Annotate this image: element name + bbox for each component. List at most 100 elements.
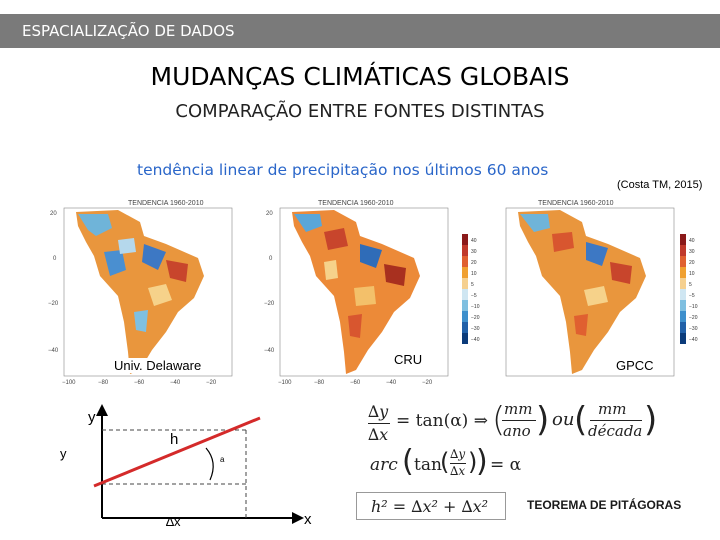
colorbar-swatch — [680, 322, 686, 333]
map-heading: TENDENCIA 1960-2010 — [318, 200, 394, 207]
lon-tick: −60 — [134, 380, 145, 386]
colorbar-swatch — [462, 300, 468, 311]
colorbar-swatch — [462, 278, 468, 289]
precip-trend-map-gpcc: TENDENCIA 1960-2010 40 30 20 10 5 −5 −10 −20 −30… — [500, 192, 700, 388]
colorbar-tick-label: 40 — [689, 238, 695, 244]
unit1-den: ano — [503, 422, 531, 440]
lon-tick: −100 — [62, 380, 76, 386]
colorbar-tick-label: 40 — [471, 238, 477, 244]
lon-tick: −40 — [386, 380, 397, 386]
colorbar-tick-label: −20 — [689, 315, 698, 321]
colorbar-swatch — [680, 289, 686, 300]
arc-den: ∆x — [450, 464, 466, 478]
arc-rhs: = α — [490, 455, 522, 475]
colorbar-tick-label: −5 — [471, 293, 477, 299]
figure-caption: tendência linear de precipitação nos últ… — [137, 161, 549, 179]
slope-rhs: = tan(α) ⇒ — [396, 411, 488, 431]
slope-angle-graph: y x h ∆y ∆x a — [52, 400, 330, 540]
lat-tick: −20 — [48, 301, 59, 307]
colorbar-tick-label: −10 — [689, 304, 698, 310]
arc-num: ∆y — [450, 447, 466, 461]
hypotenuse-label: h — [170, 431, 178, 448]
slide-title: MUDANÇAS CLIMÁTICAS GLOBAIS — [150, 62, 570, 91]
lat-tick: 20 — [266, 211, 273, 217]
colorbar-tick-label: 5 — [689, 282, 692, 288]
colorbar-swatch — [462, 333, 468, 344]
angle-arc — [205, 447, 214, 481]
colorbar-swatch — [462, 256, 468, 267]
colorbar-tick-label: −30 — [471, 326, 480, 332]
lon-tick: −20 — [206, 380, 217, 386]
graph-svg: y x h ∆y ∆x a — [52, 404, 312, 529]
colorbar-tick-label: 30 — [689, 249, 695, 255]
colorbar-swatch — [680, 256, 686, 267]
map-label-delaware: Univ. Delaware — [112, 358, 204, 373]
dx-label: ∆x — [166, 514, 181, 529]
arc-prefix: arc — [370, 455, 398, 475]
unit2-den: década — [588, 422, 643, 440]
colorbar-tick-label: 10 — [471, 271, 477, 277]
colorbar-swatch — [462, 234, 468, 245]
colorbar-tick-label: 5 — [471, 282, 474, 288]
map-heading: TENDENCIA 1960-2010 — [538, 200, 614, 207]
south-america-trend-shape — [518, 210, 646, 374]
colorbar-tick-label: −30 — [689, 326, 698, 332]
lat-tick: −20 — [264, 301, 275, 307]
figure-credit: (Costa TM, 2015) — [617, 179, 703, 191]
slide-subtitle: COMPARAÇÃO ENTRE FONTES DISTINTAS — [175, 101, 545, 122]
colorbar-tick-label: 20 — [471, 260, 477, 266]
map-gpcc-svg: TENDENCIA 1960-2010 40 30 20 10 5 −5 −10 −20 −30… — [505, 200, 698, 377]
lat-tick: 20 — [50, 211, 57, 217]
colorbar-swatch — [462, 311, 468, 322]
lon-tick: −40 — [170, 380, 181, 386]
colorbar-swatch — [462, 322, 468, 333]
x-axis-label: x — [304, 511, 312, 528]
lon-tick: −80 — [314, 380, 325, 386]
pythagoras-caption: TEOREMA DE PITÁGORAS — [527, 498, 682, 512]
slope-den: ∆x — [368, 425, 389, 444]
unit1-fraction-bar — [502, 420, 536, 421]
colorbar-tick-label: 30 — [471, 249, 477, 255]
colorbar-swatch — [462, 267, 468, 278]
lon-tick: −80 — [98, 380, 109, 386]
lat-tick: −40 — [48, 348, 59, 354]
colorbar-gpcc: 40 30 20 10 5 −5 −10 −20 −30 −40 — [680, 234, 698, 344]
lon-tick: −20 — [422, 380, 433, 386]
map-heading: TENDENCIA 1960-2010 — [128, 200, 204, 207]
y-axis-label: y — [88, 409, 96, 426]
colorbar-tick-label: 20 — [689, 260, 695, 266]
or-word: ou — [552, 409, 575, 430]
trend-line — [93, 416, 261, 488]
lat-tick: 0 — [269, 256, 273, 262]
colorbar-tick-label: −40 — [689, 337, 698, 343]
colorbar-tick-label: −5 — [689, 293, 695, 299]
pythagoras-formula-box: h² = ∆x² + ∆x² — [356, 492, 506, 520]
pythagoras-formula: h² = ∆x² + ∆x² — [371, 497, 489, 516]
colorbar-swatch — [680, 267, 686, 278]
lon-tick: −60 — [350, 380, 361, 386]
map-label-gpcc: GPCC — [614, 358, 656, 373]
colorbar-swatch — [680, 278, 686, 289]
colorbar-tick-label: −40 — [471, 337, 480, 343]
map-delaware-svg: TENDENCIA 1960-2010 20 0 −20 −40 −100 −8… — [48, 200, 233, 386]
section-label: ESPACIALIZAÇÃO DE DADOS — [22, 22, 235, 40]
colorbar-swatch — [462, 245, 468, 256]
precip-trend-map-delaware: TENDENCIA 1960-2010 20 0 −20 −40 −100 −8… — [48, 192, 234, 388]
arc-fraction-bar — [450, 463, 466, 464]
precip-trend-map-cru: TENDENCIA 1960-2010 20 0 −20 −40 −100 −8… — [264, 192, 480, 388]
arc-tan: tan — [414, 455, 442, 475]
colorbar-swatch — [680, 245, 686, 256]
colorbar-tick-label: −10 — [471, 304, 480, 310]
unit1-num: mm — [504, 400, 533, 418]
lat-tick: −40 — [264, 348, 275, 354]
x-axis-arrow — [292, 512, 304, 524]
unit2-num: mm — [598, 400, 627, 418]
map-label-cru: CRU — [392, 352, 425, 367]
dy-label: ∆y — [60, 446, 67, 461]
colorbar-swatch — [680, 300, 686, 311]
colorbar-tick-label: 10 — [689, 271, 695, 277]
colorbar-tick-label: −20 — [471, 315, 480, 321]
lon-tick: −100 — [278, 380, 292, 386]
colorbar-swatch — [462, 289, 468, 300]
south-america-trend-shape — [76, 210, 204, 374]
